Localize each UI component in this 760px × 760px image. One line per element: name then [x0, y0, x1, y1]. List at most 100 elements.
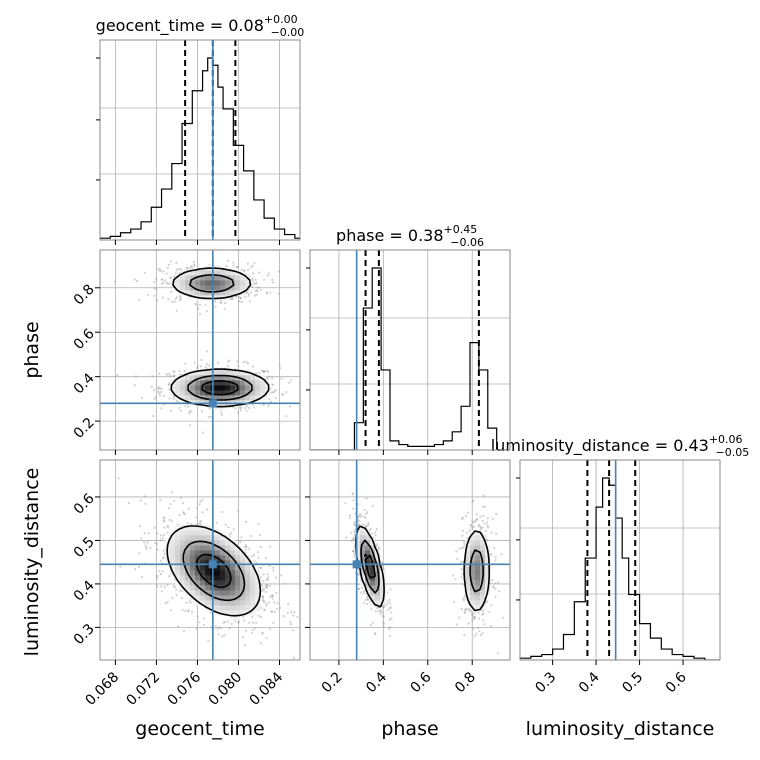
scatter-point	[377, 610, 380, 613]
scatter-point	[472, 499, 475, 502]
scatter-point	[495, 512, 498, 515]
scatter-point	[473, 617, 476, 621]
density-cell	[470, 580, 476, 586]
scatter-point	[239, 409, 243, 412]
scatter-point	[161, 536, 164, 539]
density-cell	[190, 535, 196, 541]
scatter-point	[265, 602, 268, 605]
density-cell	[175, 390, 181, 396]
scatter-point	[266, 573, 269, 576]
ylabel-luminosity-distance: luminosity_distance	[21, 468, 43, 657]
density-cell	[175, 275, 181, 281]
density-cell	[260, 385, 266, 391]
scatter-point	[175, 593, 178, 597]
scatter-point	[292, 656, 295, 660]
density-cell	[240, 560, 246, 566]
density-cell	[355, 540, 361, 546]
density-cell	[245, 600, 251, 606]
scatter-point	[259, 545, 262, 549]
scatter-point	[270, 391, 273, 394]
scatter-point	[290, 611, 293, 614]
scatter-point	[159, 270, 162, 273]
density-cell	[235, 280, 241, 286]
hist-bar	[390, 441, 399, 450]
density-cell	[250, 575, 256, 581]
scatter-point	[237, 365, 240, 368]
scatter-point	[247, 268, 250, 271]
density-cell	[200, 590, 206, 596]
density-cell	[200, 270, 206, 276]
density-cell	[375, 575, 381, 581]
scatter-point	[169, 290, 172, 293]
density-cell	[170, 565, 176, 571]
density-cell	[230, 595, 236, 601]
scatter-point	[481, 632, 484, 635]
density-cell	[470, 540, 476, 546]
scatter-point	[158, 387, 161, 390]
density-cell	[365, 545, 371, 551]
scatter-point	[494, 555, 497, 559]
scatter-point	[179, 296, 182, 299]
scatter-point	[188, 267, 191, 270]
scatter-point	[163, 517, 166, 520]
scatter-point	[271, 594, 274, 597]
scatter-point	[245, 548, 248, 551]
density-cell	[215, 570, 221, 576]
scatter-point	[366, 511, 369, 514]
density-cell	[225, 610, 231, 616]
scatter-point	[173, 300, 176, 303]
scatter-point	[353, 521, 356, 524]
density-cell	[240, 285, 246, 291]
scatter-point	[258, 534, 261, 537]
density-cell	[265, 380, 271, 386]
scatter-point	[210, 626, 213, 629]
density-cell	[480, 600, 486, 606]
scatter-point	[167, 372, 170, 375]
density-cell	[180, 550, 186, 556]
scatter-point	[486, 516, 489, 520]
y-tick-label: 0.3	[71, 621, 98, 648]
scatter-point	[234, 407, 237, 410]
density-cell	[360, 545, 366, 551]
density-cell	[185, 560, 191, 566]
density-cell	[470, 535, 476, 541]
hist-bar	[596, 507, 603, 660]
scatter-point	[242, 361, 245, 364]
density-cell	[190, 555, 196, 561]
scatter-point	[245, 291, 248, 294]
scatter-point	[173, 499, 176, 502]
scatter-point	[264, 557, 267, 560]
hist-bar	[172, 164, 182, 240]
scatter-point	[488, 610, 491, 613]
scatter-point	[159, 573, 162, 576]
scatter-point	[363, 515, 366, 518]
scatter-point	[452, 574, 455, 577]
hist-bar	[479, 370, 488, 450]
density-cell	[265, 390, 271, 396]
scatter-point	[289, 405, 292, 408]
density-cell	[230, 590, 236, 596]
scatter-point	[382, 568, 386, 571]
density-cell	[475, 540, 481, 546]
hist-bar	[141, 222, 151, 240]
scatter-point	[275, 576, 278, 579]
scatter-point	[153, 397, 156, 400]
scatter-point	[179, 298, 182, 301]
x-tick-label: 0.080	[206, 669, 246, 709]
density-cell	[220, 290, 226, 296]
density-cell	[220, 550, 226, 556]
scatter-point	[359, 591, 362, 594]
density-cell	[200, 535, 206, 541]
contour-line	[364, 554, 376, 579]
scatter-point	[178, 513, 181, 517]
density-cell	[480, 540, 486, 546]
scatter-point	[119, 565, 122, 568]
hist-outline	[100, 57, 300, 240]
scatter-point	[271, 281, 275, 284]
density-cell	[185, 270, 191, 276]
density-cell	[185, 375, 191, 381]
scatter-point	[157, 386, 160, 389]
scatter-point	[470, 610, 473, 613]
scatter-point	[165, 272, 168, 275]
truth-marker	[208, 560, 217, 569]
